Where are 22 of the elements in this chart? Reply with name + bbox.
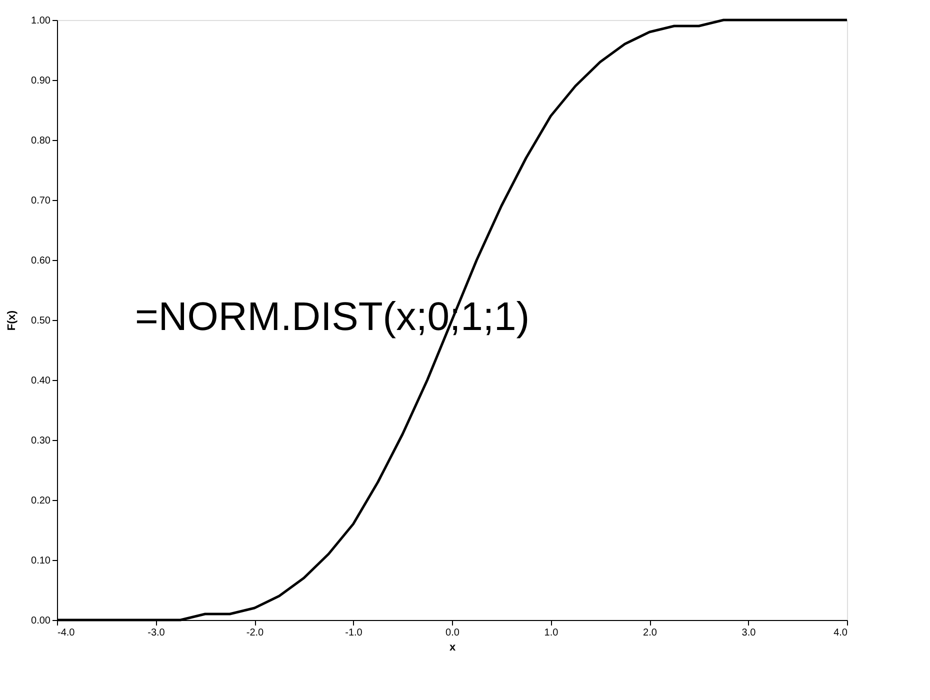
x-tick-label: 4.0 (834, 628, 848, 638)
y-tick-label: 0.30 (31, 436, 51, 446)
x-tick-label: 3.0 (742, 628, 756, 638)
y-tick-label: 0.70 (31, 196, 51, 206)
x-tick-label: 0.0 (446, 628, 460, 638)
x-tick-label: 1.0 (544, 628, 559, 638)
x-tick-label: 2.0 (643, 628, 658, 638)
y-tick-label: 0.00 (31, 616, 51, 626)
y-tick-label: 0.80 (31, 136, 51, 146)
y-tick-label: 1.00 (31, 16, 51, 26)
x-tick-label: -1.0 (345, 628, 363, 638)
x-tick-label: -4.0 (58, 628, 76, 638)
y-tick-label: 0.10 (31, 556, 51, 566)
y-axis-title: F(x) (6, 310, 18, 331)
x-axis-title: x (449, 642, 456, 654)
y-tick-label: 0.90 (31, 76, 51, 86)
y-tick-label: 0.50 (31, 316, 51, 326)
x-tick-label: -2.0 (246, 628, 264, 638)
x-tick-label: -3.0 (148, 628, 166, 638)
y-tick-label: 0.40 (31, 376, 51, 386)
y-tick-label: 0.60 (31, 256, 51, 266)
y-tick-label: 0.20 (31, 496, 51, 506)
